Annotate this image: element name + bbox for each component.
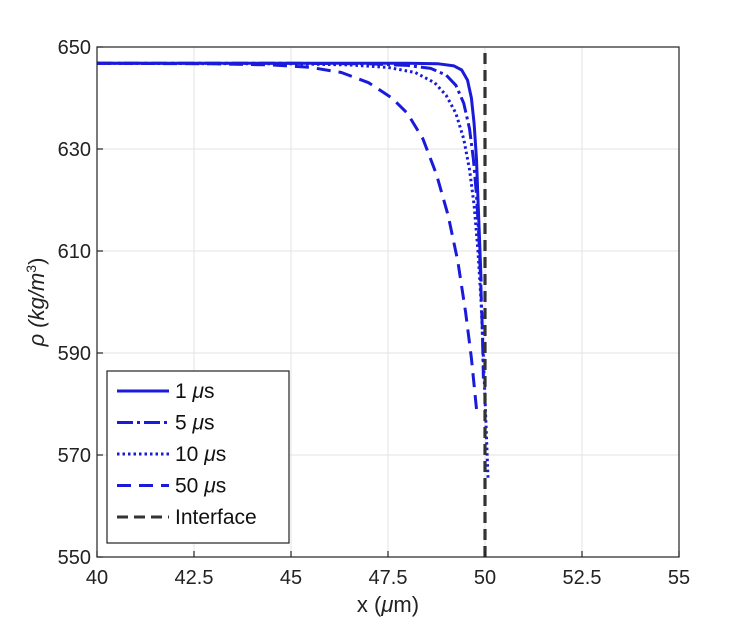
legend-label: 5 μs [175,412,215,435]
x-tick-label: 55 [668,567,690,589]
x-tick-label: 40 [86,567,108,589]
y-tick-label: 650 [58,37,91,59]
y-tick-label: 610 [58,241,91,263]
legend-label: 10 μs [175,443,226,466]
legend-box [106,370,290,544]
x-tick-label: 47.5 [369,567,408,589]
series-line-50-s [96,61,478,410]
ticks: 40 42.5 45 47.5 50 52.5 55 550 570 590 610 630 650 [58,37,691,589]
x-axis-label: x (μm) [357,592,419,617]
y-tick-label: 550 [58,547,91,569]
legend-label: Interface [175,506,257,529]
series-line-10-s [96,61,490,481]
y-axis-label: ρ (kg/m3) [23,258,49,348]
series-group [96,47,490,557]
y-tick-label: 590 [58,343,91,365]
y-tick-label: 570 [58,445,91,467]
x-tick-label: 52.5 [563,567,602,589]
x-tick-label: 42.5 [175,567,214,589]
x-tick-label: 45 [280,567,302,589]
x-tick-label: 50 [474,567,496,589]
y-tick-label: 630 [58,139,91,161]
legend: 1 μs 5 μs 10 μs 50 μs Interface [106,370,290,544]
legend-label: 50 μs [175,475,226,498]
legend-label: 1 μs [175,380,215,403]
